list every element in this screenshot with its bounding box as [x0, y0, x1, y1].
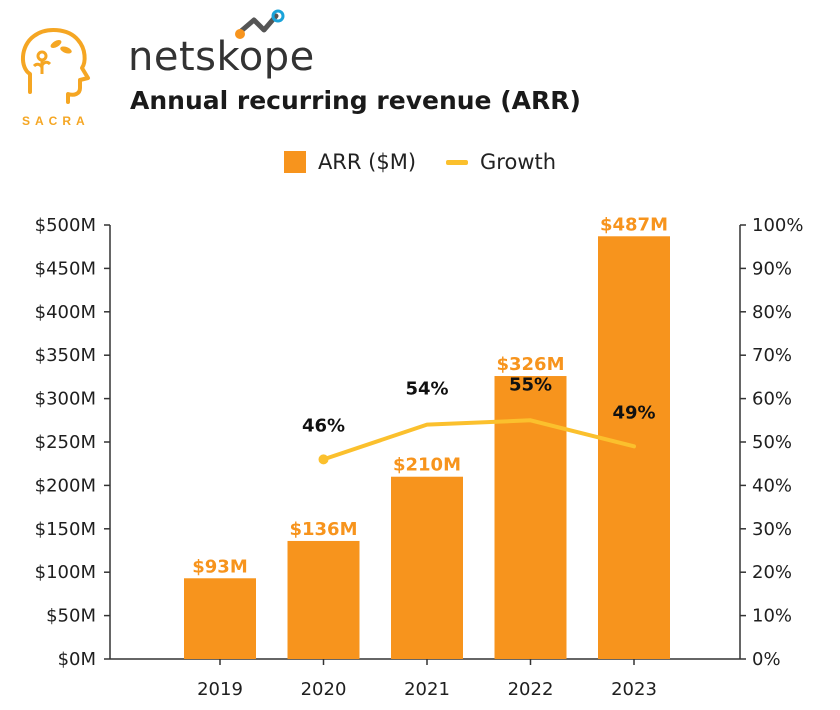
y-left-tick-label: $50M	[46, 606, 96, 627]
arr-bar	[391, 476, 463, 659]
y-left-tick-label: $100M	[35, 562, 96, 583]
y-right-tick-label: 30%	[752, 519, 792, 540]
y-right-tick-label: 80%	[752, 302, 792, 323]
y-left-tick-label: $400M	[35, 302, 96, 323]
y-right-tick-label: 0%	[752, 649, 781, 670]
legend-swatch-growth	[446, 159, 469, 165]
growth-data-label: 49%	[612, 402, 655, 423]
sacra-head-icon	[21, 28, 90, 104]
growth-data-label: 55%	[509, 374, 552, 395]
y-left-tick-label: $500M	[35, 215, 96, 236]
y-left-tick-label: $350M	[35, 345, 96, 366]
y-right-tick-label: 40%	[752, 475, 792, 496]
legend-item-growth: Growth	[446, 150, 556, 174]
legend-swatch-arr	[283, 151, 306, 173]
x-tick-label: 2021	[404, 679, 450, 700]
x-tick-label: 2022	[508, 679, 554, 700]
y-right-tick-label: 100%	[752, 215, 803, 236]
y-right-tick-label: 10%	[752, 606, 792, 627]
sacra-logo	[16, 22, 102, 132]
chart-legend: ARR ($M) Growth	[0, 148, 840, 176]
growth-point	[318, 454, 329, 465]
growth-line	[321, 418, 636, 462]
y-left-tick-label: $250M	[35, 432, 96, 453]
y-left-tick-label: $200M	[35, 475, 96, 496]
arr-bar-label: $136M	[289, 519, 357, 540]
arr-bar-label: $487M	[600, 214, 668, 235]
legend-label-growth: Growth	[480, 150, 557, 174]
y-left-tick-label: $300M	[35, 389, 96, 410]
y-right-tick-label: 50%	[752, 432, 792, 453]
arr-bar-label: $326M	[496, 354, 564, 375]
company-name: netskope	[128, 34, 315, 80]
arr-bar	[184, 578, 256, 659]
legend-item-arr: ARR ($M)	[283, 150, 417, 174]
growth-data-label: 46%	[302, 415, 345, 436]
growth-data-label: 54%	[405, 379, 448, 400]
arr-bar-label: $93M	[192, 556, 248, 577]
y-right-tick-label: 90%	[752, 258, 792, 279]
arr-bar	[287, 540, 360, 659]
y-right-tick-label: 20%	[752, 562, 792, 583]
y-left-tick-label: $450M	[35, 258, 96, 279]
x-tick-label: 2020	[301, 679, 347, 700]
chart-title: Annual recurring revenue (ARR)	[130, 86, 581, 115]
legend-label-arr: ARR ($M)	[317, 150, 417, 174]
netskope-logo-icon	[230, 8, 290, 48]
y-right-tick-label: 70%	[752, 345, 792, 366]
arr-bar-label: $210M	[393, 455, 461, 476]
y-left-tick-label: $0M	[58, 649, 96, 670]
y-right-tick-label: 60%	[752, 389, 792, 410]
x-tick-label: 2019	[197, 679, 243, 700]
sacra-wordmark: SACRA	[22, 114, 90, 128]
y-left-tick-label: $150M	[35, 519, 96, 540]
x-tick-label: 2023	[611, 679, 657, 700]
